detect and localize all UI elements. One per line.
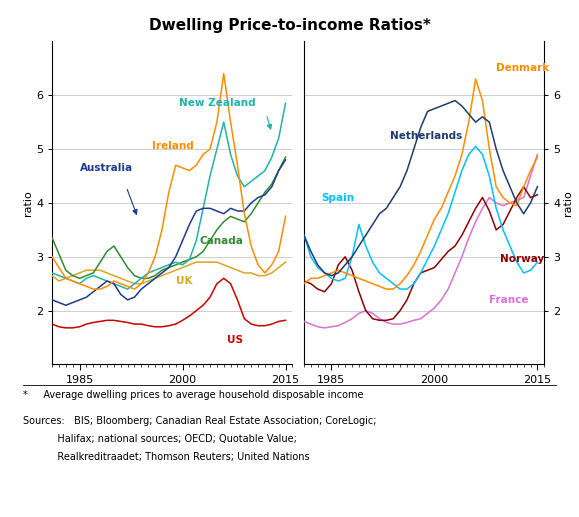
Text: Australia: Australia bbox=[79, 163, 133, 173]
Text: Netherlands: Netherlands bbox=[390, 131, 462, 141]
Text: Dwelling Price-to-income Ratios*: Dwelling Price-to-income Ratios* bbox=[149, 18, 430, 33]
Text: *     Average dwelling prices to average household disposable income: * Average dwelling prices to average hou… bbox=[23, 390, 364, 400]
Text: Sources:   BIS; Bloomberg; Canadian Real Estate Association; CoreLogic;: Sources: BIS; Bloomberg; Canadian Real E… bbox=[23, 416, 377, 426]
Text: New Zealand: New Zealand bbox=[179, 98, 256, 108]
Text: Norway: Norway bbox=[500, 254, 544, 265]
Y-axis label: ratio: ratio bbox=[563, 190, 573, 216]
Text: Halifax; national sources; OECD; Quotable Value;: Halifax; national sources; OECD; Quotabl… bbox=[23, 434, 297, 444]
Text: France: France bbox=[489, 295, 529, 305]
Y-axis label: ratio: ratio bbox=[23, 190, 33, 216]
Text: Realkreditraadet; Thomson Reuters; United Nations: Realkreditraadet; Thomson Reuters; Unite… bbox=[23, 452, 310, 462]
Text: Canada: Canada bbox=[200, 236, 244, 246]
Text: UK: UK bbox=[175, 276, 192, 286]
Text: Denmark: Denmark bbox=[496, 63, 549, 73]
Text: US: US bbox=[227, 335, 243, 345]
Text: Ireland: Ireland bbox=[152, 141, 193, 151]
Text: Spain: Spain bbox=[321, 192, 354, 203]
